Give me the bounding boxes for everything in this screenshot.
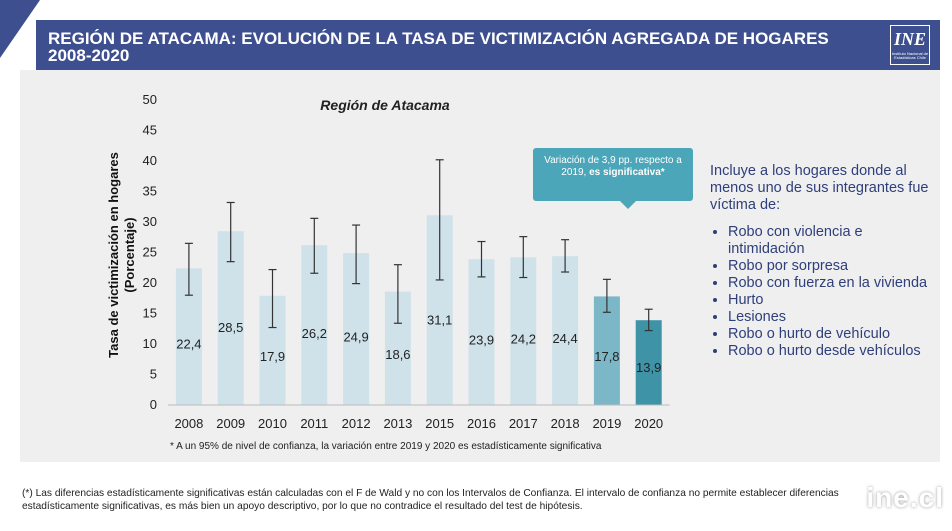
data-label: 22,4 — [176, 337, 201, 352]
data-label: 24,4 — [552, 331, 577, 346]
x-tick-label: 2009 — [216, 416, 245, 431]
list-item: Hurto — [728, 292, 935, 309]
callout-arrow — [620, 201, 636, 209]
y-axis: 0 5 10 15 20 25 30 35 40 45 50 — [143, 92, 157, 412]
bar — [468, 259, 495, 405]
data-label: 31,1 — [427, 313, 452, 328]
x-axis: 2008 2009 2010 2011 2012 2013 2015 2016 2017 2018… — [168, 404, 670, 431]
bar — [510, 257, 537, 405]
variation-callout: Variación de 3,9 pp. respecto a 2019, es… — [533, 148, 693, 201]
side-intro: Incluye a los hogares donde al menos uno… — [710, 163, 929, 213]
data-label: 26,2 — [302, 326, 327, 341]
y-tick-label: 5 — [150, 367, 157, 382]
y-tick-label: 40 — [143, 153, 157, 168]
data-label: 13,9 — [636, 360, 661, 375]
slide-title: REGIÓN DE ATACAMA: EVOLUCIÓN DE LA TASA … — [48, 30, 868, 64]
x-tick-label: 2010 — [258, 416, 287, 431]
bars-group: 22,4 28,5 17,9 26,2 24,9 18,6 31,1 23,9 24,2 24,4… — [175, 159, 662, 405]
y-tick-label: 15 — [143, 306, 157, 321]
x-tick-label: 2016 — [467, 416, 496, 431]
list-item: Lesiones — [728, 309, 935, 326]
list-item: Robo o hurto de vehículo — [728, 326, 935, 343]
list-item: Robo con violencia e intimidación — [728, 224, 935, 258]
y-tick-label: 10 — [143, 336, 157, 351]
y-axis-title-line1: Tasa de victimización en hogares — [106, 152, 121, 358]
slide-header: REGIÓN DE ATACAMA: EVOLUCIÓN DE LA TASA … — [36, 20, 940, 70]
x-tick-label: 2008 — [174, 416, 203, 431]
y-tick-label: 25 — [143, 245, 157, 260]
y-axis-title-line2: (Porcentaje) — [122, 217, 137, 292]
slide-title-line2: 2008-2020 — [48, 46, 130, 65]
data-label: 24,9 — [343, 330, 368, 345]
data-label: 17,9 — [260, 349, 285, 364]
list-item: Robo o hurto desde vehículos — [728, 343, 935, 360]
y-tick-label: 20 — [143, 275, 157, 290]
y-tick-label: 30 — [143, 214, 157, 229]
data-label: 17,8 — [594, 349, 619, 364]
methodology-footnote: (*) Las diferencias estadísticamente sig… — [22, 488, 839, 512]
bar — [552, 256, 579, 405]
x-tick-label: 2012 — [342, 416, 371, 431]
y-axis-title: Tasa de victimización en hogares (Porcen… — [106, 152, 137, 358]
data-label: 28,5 — [218, 320, 243, 335]
bar — [593, 296, 620, 405]
list-item: Robo por sorpresa — [728, 258, 935, 275]
ine-watermark: ine.cl — [866, 482, 944, 513]
ine-logo-text: INE — [893, 29, 926, 49]
y-tick-label: 50 — [143, 92, 157, 107]
y-tick-label: 0 — [150, 397, 157, 412]
callout-bold: es significativa* — [589, 167, 665, 178]
x-tick-label: 2013 — [383, 416, 412, 431]
slide-title-line1: REGIÓN DE ATACAMA: EVOLUCIÓN DE LA TASA … — [48, 29, 829, 48]
side-description: Incluye a los hogares donde al menos uno… — [710, 163, 935, 360]
x-tick-label: 2020 — [634, 416, 663, 431]
y-tick-label: 35 — [143, 184, 157, 199]
x-tick-label: 2018 — [551, 416, 580, 431]
chart-footnote: * A un 95% de nivel de confianza, la var… — [170, 441, 602, 452]
victimization-bar-chart: 0 5 10 15 20 25 30 35 40 45 50 22,4 28,5 17,9 26,2 24,… — [106, 92, 670, 431]
callout-text: Variación de 3,9 pp. respecto a 2019, — [544, 155, 682, 178]
x-tick-label: 2017 — [509, 416, 538, 431]
ine-logo-caption: Instituto Nacional de Estadísticas Chile — [891, 51, 929, 60]
y-tick-label: 45 — [143, 123, 157, 138]
x-tick-label: 2015 — [425, 416, 454, 431]
data-label: 18,6 — [385, 347, 410, 362]
list-item: Robo con fuerza en la vivienda — [728, 275, 935, 292]
bar — [635, 320, 662, 405]
x-tick-label: 2011 — [300, 416, 328, 431]
ine-logo: INE Instituto Nacional de Estadísticas C… — [890, 25, 930, 65]
x-tick-label: 2019 — [592, 416, 621, 431]
data-label: 24,2 — [511, 332, 536, 347]
crime-type-list: Robo con violencia e intimidación Robo p… — [710, 224, 935, 360]
chart-title: Región de Atacama — [320, 97, 450, 113]
data-label: 23,9 — [469, 332, 494, 347]
